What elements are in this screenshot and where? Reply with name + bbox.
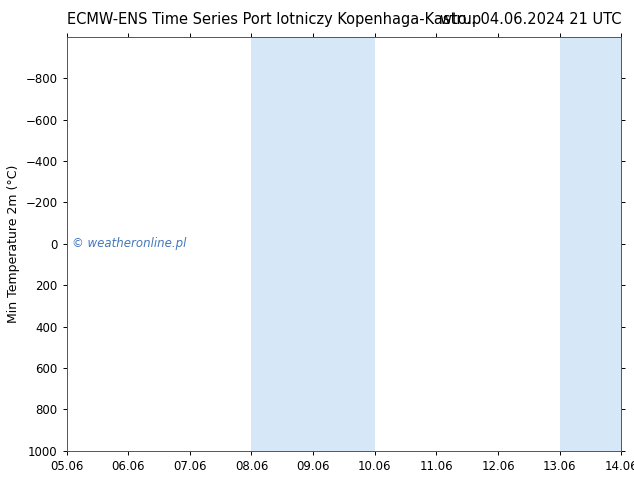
Y-axis label: Min Temperature 2m (°C): Min Temperature 2m (°C) — [7, 165, 20, 323]
Text: wto.. 04.06.2024 21 UTC: wto.. 04.06.2024 21 UTC — [440, 12, 621, 27]
Bar — [252, 37, 375, 451]
Text: ECMW-ENS Time Series Port lotniczy Kopenhaga-Kastrup: ECMW-ENS Time Series Port lotniczy Kopen… — [67, 12, 481, 27]
Text: © weatheronline.pl: © weatheronline.pl — [72, 237, 186, 250]
Bar — [560, 37, 634, 451]
